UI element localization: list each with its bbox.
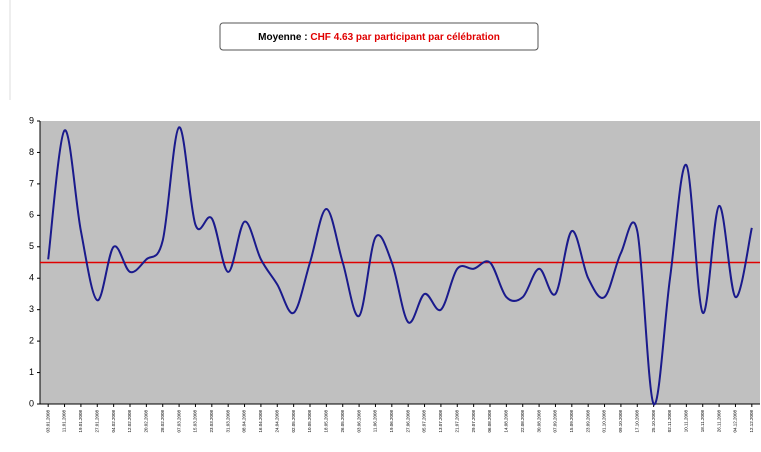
x-tick-label: 28.02.2008 — [160, 410, 165, 433]
x-tick-label: 18.11.2008 — [700, 410, 705, 433]
x-tick-label: 07.09.2008 — [553, 410, 558, 433]
y-tick-label: 2 — [29, 335, 34, 345]
y-tick-label: 0 — [29, 398, 34, 408]
x-tick-label: 02.05.2008 — [291, 410, 296, 433]
x-tick-label: 11.01.2008 — [62, 410, 67, 433]
y-tick-label: 1 — [29, 367, 34, 377]
annotation-box — [219, 22, 539, 51]
x-tick-label: 11.06.2008 — [373, 410, 378, 433]
x-tick-label: 13.07.2008 — [438, 410, 443, 433]
x-tick-label: 04.12.2008 — [733, 410, 738, 433]
annotation-text: CHF 4.63 par participant par célébration — [310, 32, 500, 43]
x-tick-label: 17.10.2008 — [634, 410, 639, 433]
y-tick-label: 6 — [29, 210, 34, 220]
y-tick-label: 5 — [29, 241, 34, 251]
y-tick-label: 7 — [29, 178, 34, 188]
x-tick-label: 26.11.2008 — [716, 410, 721, 433]
x-tick-label: 15.03.2008 — [193, 410, 198, 433]
x-tick-label: 04.02.2008 — [111, 410, 116, 433]
x-tick-label: 22.08.2008 — [520, 410, 525, 433]
x-tick-label: 26.05.2008 — [340, 410, 345, 433]
x-tick-label: 23.09.2008 — [585, 410, 590, 433]
x-tick-label: 10.05.2008 — [307, 410, 312, 433]
y-tick-label: 3 — [29, 304, 34, 314]
x-tick-label: 09.10.2008 — [618, 410, 623, 433]
annotation-label: Moyenne : — [258, 32, 307, 43]
x-tick-label: 10.11.2008 — [684, 410, 689, 433]
x-tick-label: 14.08.2008 — [504, 410, 509, 433]
x-tick-label: 06.08.2008 — [487, 410, 492, 433]
x-tick-label: 20.02.2008 — [144, 410, 149, 433]
x-tick-label: 07.03.2008 — [176, 410, 181, 433]
x-tick-label: 25.10.2008 — [651, 410, 656, 433]
x-tick-label: 29.07.2008 — [471, 410, 476, 433]
x-tick-label: 31.03.2008 — [225, 410, 230, 433]
x-tick-label: 08.04.2008 — [242, 410, 247, 433]
y-tick-label: 4 — [29, 273, 34, 283]
x-tick-label: 19.01.2008 — [78, 410, 83, 433]
x-tick-label: 15.09.2008 — [569, 410, 574, 433]
data-line — [47, 126, 753, 406]
x-tick-label: 21.07.2008 — [454, 410, 459, 433]
x-tick-label: 30.08.2008 — [536, 410, 541, 433]
x-tick-label: 12.02.2008 — [127, 410, 132, 433]
y-tick-label: 9 — [29, 115, 34, 125]
x-tick-label: 03.06.2008 — [356, 410, 361, 433]
annotation: Moyenne : CHF 4.63 par participant par c… — [258, 32, 500, 43]
y-tick-label: 8 — [29, 147, 34, 157]
x-tick-label: 19.06.2008 — [389, 410, 394, 433]
x-tick-label: 27.06.2008 — [405, 410, 410, 433]
x-tick-label: 23.03.2008 — [209, 410, 214, 433]
x-tick-label: 24.04.2008 — [274, 410, 279, 433]
x-tick-label: 18.05.2008 — [324, 410, 329, 433]
x-tick-label: 27.01.2008 — [94, 410, 99, 433]
x-tick-label: 01.10.2008 — [602, 410, 607, 433]
x-tick-label: 03.01.2008 — [45, 410, 50, 433]
x-tick-label: 12.12.2008 — [749, 410, 754, 433]
x-tick-label: 16.04.2008 — [258, 410, 263, 433]
x-tick-label: 05.07.2008 — [422, 410, 427, 433]
x-tick-label: 02.11.2008 — [667, 410, 672, 433]
